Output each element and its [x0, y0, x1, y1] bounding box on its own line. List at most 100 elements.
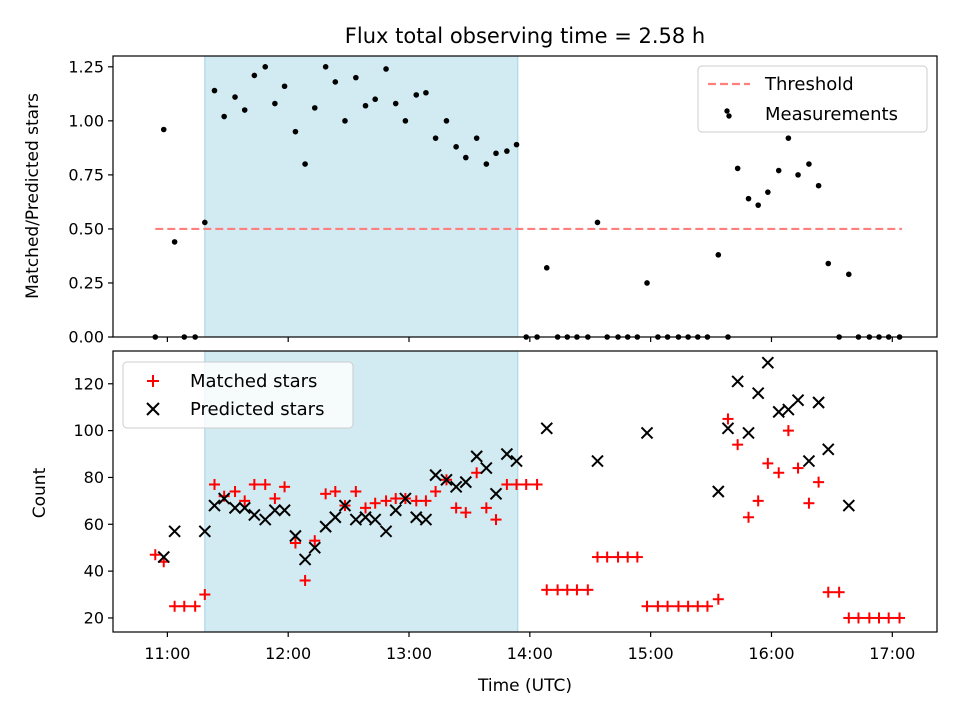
matched-star-point: [520, 478, 532, 490]
predicted-star-point: [802, 454, 816, 468]
measurement-point: [232, 94, 238, 100]
matched-star-point: [430, 486, 442, 497]
top-axes: 0.00 0.25 0.50 0.75 1.00 1.25: [68, 55, 938, 347]
matched-star-point: [863, 612, 875, 624]
predicted-star-point: [349, 513, 363, 526]
predicted-star-point: [489, 487, 503, 501]
matched-star-point: [350, 486, 362, 497]
measurement-point: [413, 92, 420, 98]
predicted-star-point: [228, 501, 242, 515]
measurement-point: [362, 102, 369, 109]
measurement-point: [342, 118, 348, 124]
legend-measurements-label: Measurements: [765, 104, 898, 125]
measurement-point: [241, 107, 248, 113]
measurement-point: [160, 126, 167, 133]
predicted-star-point: [712, 485, 725, 498]
matched-star-point: [248, 478, 260, 490]
predicted-star-point: [157, 550, 170, 564]
matched-star-point: [149, 549, 161, 561]
matched-star-point: [320, 488, 332, 500]
matched-star-point: [541, 584, 553, 596]
predicted-star-point: [822, 443, 835, 456]
predicted-star-point: [751, 386, 765, 400]
measurement-point: [432, 135, 439, 141]
matched-star-point: [490, 514, 502, 526]
predicted-star-point: [591, 454, 604, 468]
measurement-point: [644, 280, 650, 286]
predicted-star-point: [217, 492, 231, 505]
measurement-point: [504, 148, 510, 154]
measurement-point: [453, 143, 459, 150]
top-legend-frame: [697, 65, 928, 133]
predicted-star-point: [429, 468, 442, 482]
matched-star-point: [652, 600, 664, 612]
predicted-star-point: [278, 504, 291, 517]
ytick-label: 60: [84, 515, 104, 534]
predicted-star-point: [410, 511, 423, 524]
matched-star-point: [732, 439, 744, 451]
matched-star-point: [701, 600, 713, 612]
predicted-star-point: [772, 405, 785, 419]
matched-star-point: [571, 584, 583, 596]
predicted-star-point: [742, 426, 755, 440]
matched-star-point: [380, 495, 392, 507]
ytick-label: 1.25: [68, 57, 104, 76]
matched-star-point: [552, 584, 564, 596]
matched-star-point: [631, 551, 643, 563]
measurement-point: [281, 83, 288, 90]
predicted-star-point: [731, 375, 744, 388]
measurement-point: [825, 260, 832, 267]
predicted-star-point: [399, 492, 412, 505]
ytick-label: 0.25: [68, 273, 104, 292]
measurement-point: [272, 100, 278, 107]
matched-star-point: [208, 478, 220, 490]
ytick-label: 20: [84, 608, 104, 627]
measurement-point: [171, 239, 178, 245]
predicted-star-point: [389, 504, 402, 517]
predicted-star-point: [168, 525, 181, 538]
measurement-point: [493, 150, 499, 157]
bottom-legend: Matched stars Predicted stars: [122, 361, 354, 429]
matched-star-point: [390, 493, 402, 505]
matched-star-point: [712, 593, 724, 605]
measurement-point: [734, 165, 741, 172]
matched-star-point: [178, 600, 190, 612]
predicted-star-point: [248, 508, 261, 522]
predicted-star-point: [500, 447, 514, 461]
xtick-label: 12:00: [265, 644, 311, 663]
measurement-point: [795, 172, 801, 178]
measurement-point: [755, 202, 761, 208]
ytick-label: 40: [84, 562, 104, 581]
predicted-star-point: [440, 473, 453, 486]
predicted-star-point: [319, 520, 332, 533]
axes-frame: [112, 350, 938, 633]
xtick-label: 14:00: [507, 644, 553, 663]
measurement-point: [392, 100, 399, 107]
predicted-star-point: [419, 513, 433, 526]
measurement-point: [785, 135, 792, 141]
measurement-point: [745, 195, 752, 202]
measurement-point: [332, 79, 339, 85]
matched-star-point: [601, 551, 613, 563]
predicted-star-point: [368, 513, 382, 526]
xtick-label: 17:00: [869, 644, 915, 663]
matched-star-point: [299, 574, 311, 586]
bottom-legend-frame: [122, 361, 354, 429]
matched-star-point: [852, 612, 864, 624]
ytick-label: 1.00: [68, 111, 104, 130]
matched-star-point: [762, 457, 774, 469]
matched-star-point: [591, 551, 603, 563]
measurement-point: [815, 182, 822, 189]
matched-star-point: [501, 478, 513, 490]
ytick-label: 0.00: [68, 328, 104, 347]
predicted-star-point: [842, 499, 856, 512]
measurement-point: [443, 118, 450, 124]
matched-star-point: [450, 502, 462, 514]
predicted-star-point: [238, 501, 251, 515]
matched-star-point: [782, 425, 794, 437]
matched-star-point: [309, 535, 321, 547]
xtick-label: 11:00: [144, 644, 190, 663]
top-panel: 0.00 0.25 0.50 0.75 1.00 1.25 Matched/Predict…: [23, 55, 938, 347]
matched-star-point: [582, 584, 594, 596]
